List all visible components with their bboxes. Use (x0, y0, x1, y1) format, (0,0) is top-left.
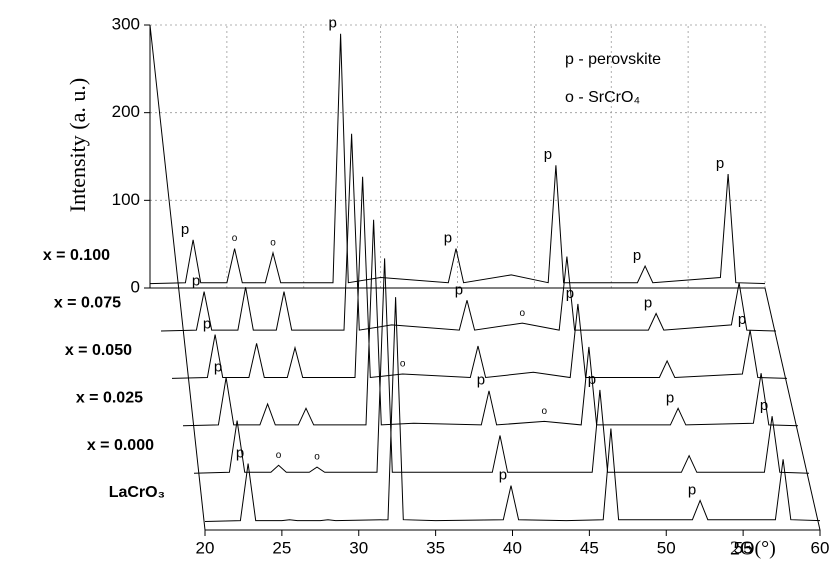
y-tick-label: 300 (112, 14, 140, 33)
trace (204, 297, 821, 522)
series-label: x = 0.000 (87, 437, 154, 454)
peak-label: p (588, 371, 596, 388)
series-label: x = 0.050 (65, 342, 132, 359)
trace (193, 258, 810, 474)
peak-label: p (666, 389, 674, 406)
peak-label: o (520, 308, 526, 319)
peak-label: o (270, 238, 276, 249)
y-axis-label: Intensity (a. u.) (65, 78, 90, 212)
series-label: x = 0.075 (54, 295, 121, 312)
peak-label: p (499, 467, 507, 484)
peak-label: o (542, 406, 548, 417)
x-tick-label: 40 (503, 538, 522, 557)
peak-label: p (566, 285, 574, 302)
peak-label: p (328, 15, 336, 32)
peak-label: p (214, 359, 222, 376)
y-tick-label: 100 (112, 190, 140, 209)
series-label: x = 0.025 (76, 389, 143, 406)
peak-label: p (738, 311, 746, 328)
x-axis-label: 2Θ(°) (730, 538, 776, 560)
peak-label: p (192, 273, 200, 290)
trace (182, 219, 799, 427)
y-tick-label: 0 (131, 277, 140, 296)
y-tick-label: 200 (112, 102, 140, 121)
peak-label: p (181, 221, 189, 238)
peak-label: o (276, 450, 282, 461)
peak-label: p (477, 372, 485, 389)
axis-frame (149, 24, 821, 531)
x-tick-label: 20 (196, 538, 215, 557)
peak-label: p (644, 294, 652, 311)
x-tick-label: 45 (580, 538, 599, 557)
series-label: LaCrO₃ (109, 484, 165, 501)
trace (160, 133, 777, 332)
peak-label: p (760, 397, 768, 414)
trace (149, 33, 766, 285)
peak-label: p (444, 230, 452, 247)
peak-label: p (236, 445, 244, 462)
x-tick-label: 50 (657, 538, 676, 557)
x-tick-label: 25 (272, 538, 291, 557)
peak-label: p (633, 247, 641, 264)
peak-label: p (544, 146, 552, 163)
peak-label: p (716, 155, 724, 172)
legend-entry: o - SrCrO₄ (565, 89, 640, 106)
series-label: x = 0.100 (43, 247, 110, 264)
x-tick-label: 30 (349, 538, 368, 557)
peak-label: p (688, 481, 696, 498)
peak-label: p (455, 281, 463, 298)
x-tick-label: 60 (811, 538, 830, 557)
x-tick-label: 55 (734, 538, 753, 557)
legend-entry: p - perovskite (565, 51, 661, 68)
peak-label: o (314, 452, 320, 463)
peak-label: p (203, 316, 211, 333)
peak-label: o (232, 233, 238, 244)
peak-label: o (400, 359, 406, 370)
x-tick-label: 35 (426, 538, 445, 557)
trace (171, 176, 788, 379)
